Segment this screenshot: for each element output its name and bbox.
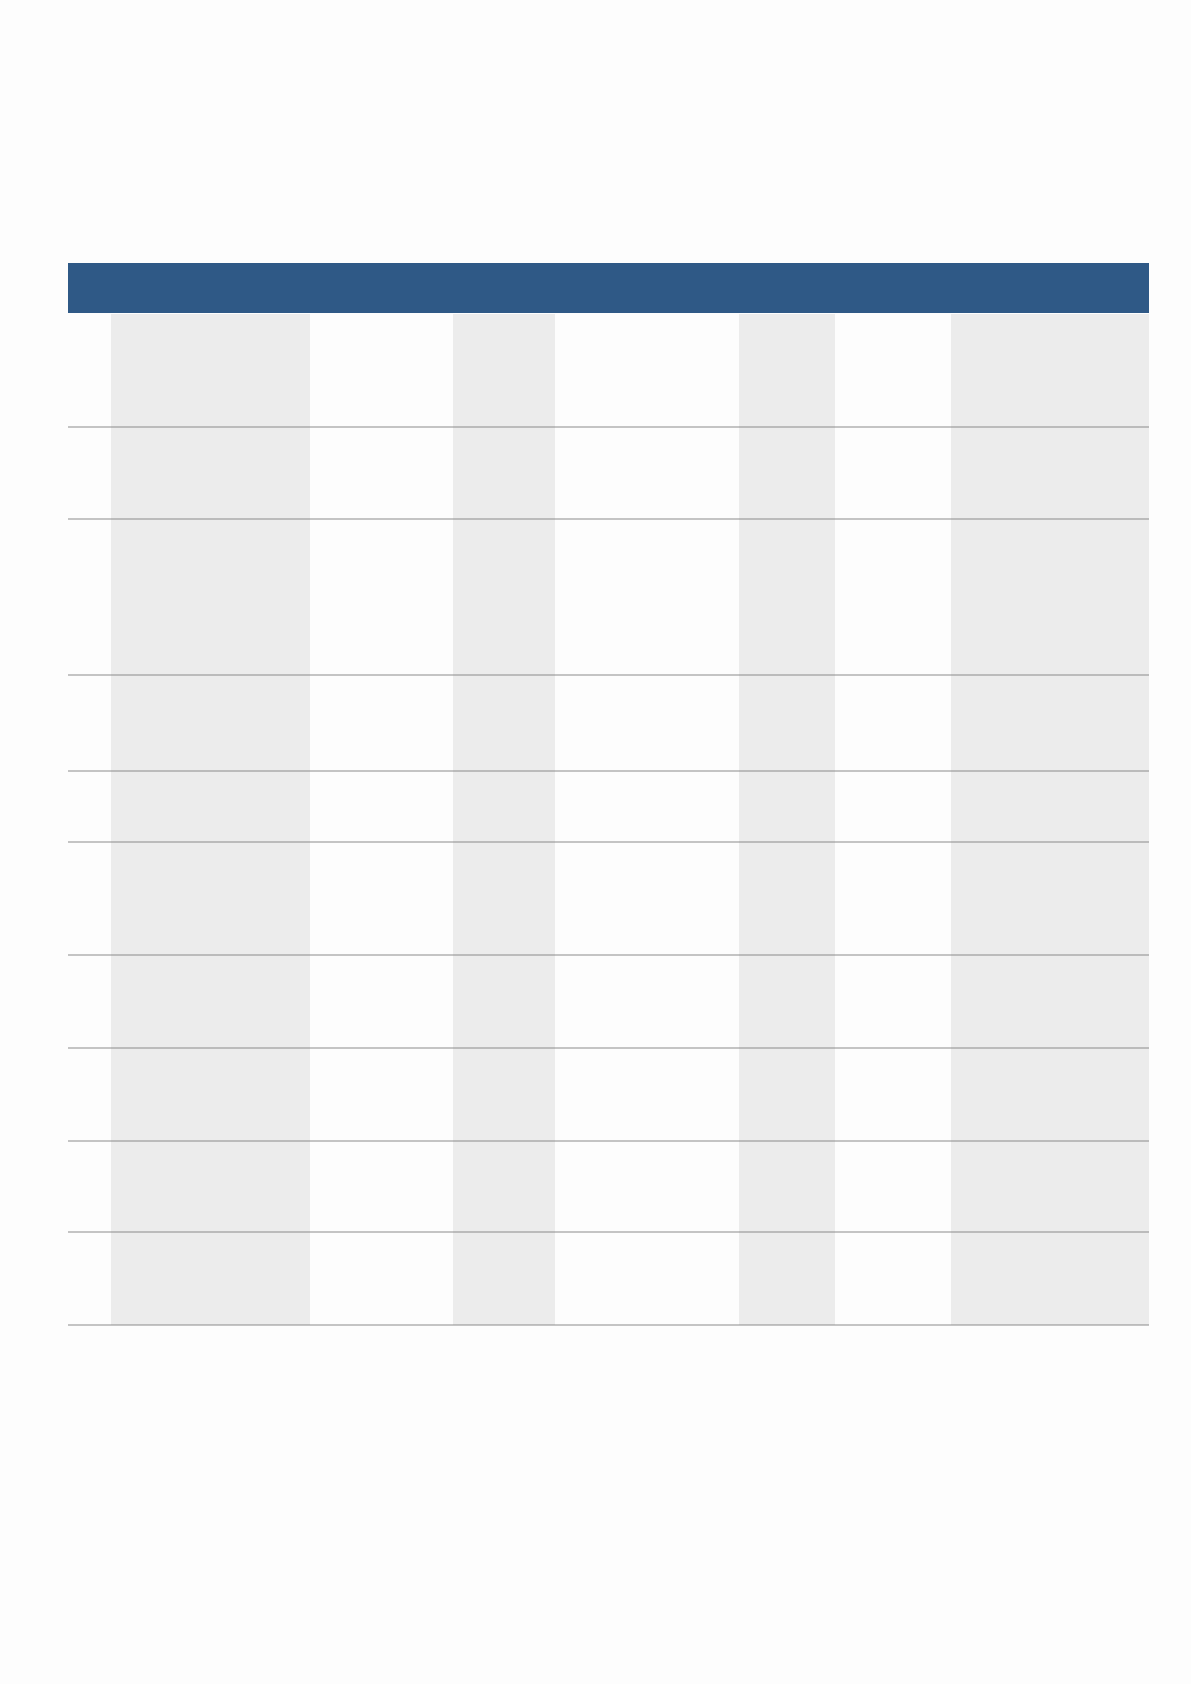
table-header [68,263,1149,313]
column-shade [453,314,555,1325]
row-rules [68,426,1149,1326]
column-shade [951,314,1149,1325]
table [68,263,1149,1326]
column-shade [739,314,835,1325]
column-shade [111,314,310,1325]
shaded-columns [111,314,1149,1325]
